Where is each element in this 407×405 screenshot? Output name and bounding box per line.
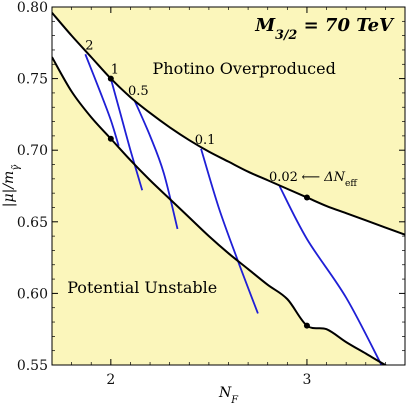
y-axis-label: |μ|/mγ̃ [1,165,22,208]
marker-point-3 [303,194,310,201]
x-axis-label: NF [218,385,239,405]
delta-neff-contour-0p1 [200,148,259,314]
x-tick-label: 3 [302,372,311,388]
region-label-1: Photino Overproduced [153,59,336,78]
y-tick-label: 0.80 [17,0,48,16]
contour-label-1: 1 [111,63,119,78]
y-tick-label: 0.75 [17,72,48,88]
y-tick-label: 0.70 [17,143,48,159]
axis-ticks [51,6,406,366]
marker-points [107,75,310,329]
y-tick-label: 0.60 [17,286,48,302]
regions [52,7,405,365]
contour-label-0p1: 0.1 [195,133,216,148]
marker-point-4 [303,322,310,329]
delta-neff-contour-2 [84,53,120,147]
chart-title: M3/2 = 70 TeV [254,15,395,42]
y-tick-label: 0.65 [17,215,48,231]
region-label-2: Potential Unstable [67,278,217,297]
marker-point-2 [107,135,114,142]
allowed-region [52,12,405,365]
delta-neff-label: ⟵ ΔNeff [301,170,357,189]
marker-point-1 [107,75,114,82]
contour-label-0p02: 0.02 [269,170,298,185]
delta-neff-contour-0p5 [133,99,179,230]
delta-neff-contour-0p02 [278,185,383,365]
y-tick-label: 0.55 [17,358,48,374]
contour-label-0p5: 0.5 [128,84,149,99]
delta-neff-contours [84,53,383,365]
chart-labels: 0.55 0.60 0.65 0.70 0.75 0.80 2 3 Photino Overpr… [1,0,395,405]
delta-neff-contour-1 [109,78,144,191]
contour-label-2: 2 [85,38,93,53]
x-tick-label: 2 [106,372,115,388]
